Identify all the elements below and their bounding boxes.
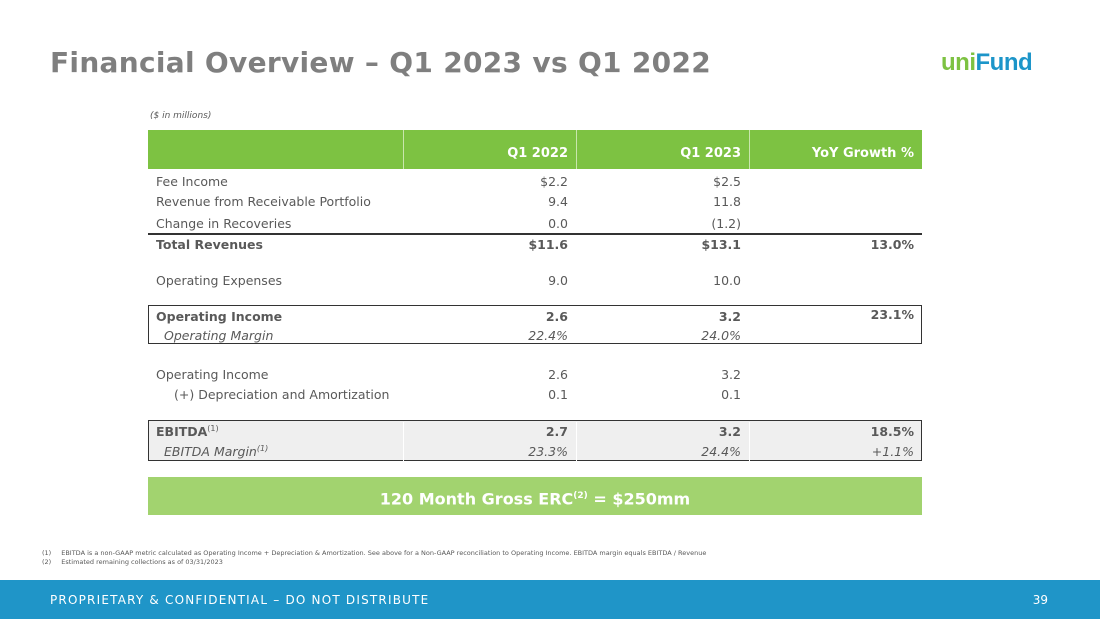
row-label: Fee Income (156, 173, 228, 189)
header-q1-2023: Q1 2023 (576, 130, 749, 169)
unifund-logo: uniFund (941, 49, 1033, 76)
cell-value: 23.3% (403, 442, 576, 462)
cell-value: 9.0 (548, 272, 568, 288)
cell-value: 2.6 (548, 366, 568, 382)
cell-value: $11.6 (528, 236, 568, 252)
table-row: Change in Recoveries 0.0 (1.2) (148, 214, 922, 232)
row-label: EBITDA Margin(1) (164, 444, 269, 460)
operating-income-box (148, 305, 922, 344)
row-label: Operating Income (156, 308, 283, 324)
erc-banner: 120 Month Gross ERC(2) = $250mm (148, 477, 922, 515)
row-label: (+) Depreciation and Amortization (174, 386, 390, 402)
table-row: Operating Margin 22.4% 24.0% (148, 326, 922, 344)
footnote-2: (2) Estimated remaining collections as of… (42, 558, 223, 566)
ebitda-box (148, 420, 922, 461)
row-label: Operating Income (156, 366, 269, 382)
cell-value: 3.2 (576, 422, 749, 442)
cell-value: $13.1 (701, 236, 741, 252)
cell-value: 0.1 (721, 386, 741, 402)
cell-value: 10.0 (713, 272, 741, 288)
header-q1-2022: Q1 2022 (403, 130, 576, 169)
table-row: Operating Expenses 9.0 10.0 (148, 271, 922, 289)
cell-value: 24.4% (576, 442, 749, 462)
cell-value: 22.4% (528, 327, 568, 343)
cell-value: 24.0% (701, 327, 741, 343)
row-label: Total Revenues (156, 236, 263, 252)
table-row: Fee Income $2.2 $2.5 (148, 172, 922, 190)
table-row: EBITDA(1) 2.7 3.2 18.5% (148, 422, 922, 442)
row-label: Operating Margin (164, 327, 274, 343)
footnote-1: (1) EBITDA is a non-GAAP metric calculate… (42, 549, 707, 557)
cell-value: 2.6 (545, 308, 568, 324)
row-label: Change in Recoveries (156, 215, 292, 231)
cell-value: 11.8 (713, 193, 741, 209)
row-label: EBITDA(1) (156, 424, 219, 440)
cell-value: 3.2 (718, 308, 741, 324)
table-header: Q1 2022 Q1 2023 YoY Growth % (148, 130, 922, 169)
header-yoy: YoY Growth % (749, 130, 922, 169)
total-rule (148, 233, 922, 235)
footer-bar: PROPRIETARY & CONFIDENTIAL – DO NOT DIST… (0, 580, 1100, 619)
cell-value: 0.1 (548, 386, 568, 402)
row-label: Operating Expenses (156, 272, 283, 288)
cell-value: 2.7 (403, 422, 576, 442)
row-label: Revenue from Receivable Portfolio (156, 193, 371, 209)
cell-value: 23.1% (870, 307, 914, 322)
cell-value: 0.0 (548, 215, 568, 231)
units-note: ($ in millions) (150, 111, 212, 121)
table-row: Revenue from Receivable Portfolio 9.4 11.8 (148, 192, 922, 210)
cell-value: $2.2 (540, 173, 568, 189)
table-row: Operating Income 2.6 3.2 23.1% (148, 307, 922, 325)
cell-value: 18.5% (749, 422, 922, 442)
table-row: (+) Depreciation and Amortization 0.1 0.1 (148, 385, 922, 403)
cell-value: (1.2) (711, 215, 741, 231)
cell-value: 13.0% (870, 236, 914, 252)
page-number: 39 (1032, 593, 1048, 607)
cell-value: 9.4 (548, 193, 568, 209)
table-row: EBITDA Margin(1) 23.3% 24.4% +1.1% (148, 442, 922, 462)
cell-value: +1.1% (749, 442, 922, 462)
page-title: Financial Overview – Q1 2023 vs Q1 2022 (50, 46, 712, 79)
cell-value: 3.2 (721, 366, 741, 382)
table-row: Operating Income 2.6 3.2 (148, 365, 922, 383)
cell-value: $2.5 (713, 173, 741, 189)
table-row: Total Revenues $11.6 $13.1 13.0% (148, 235, 922, 253)
confidential-notice: PROPRIETARY & CONFIDENTIAL – DO NOT DIST… (50, 593, 430, 607)
